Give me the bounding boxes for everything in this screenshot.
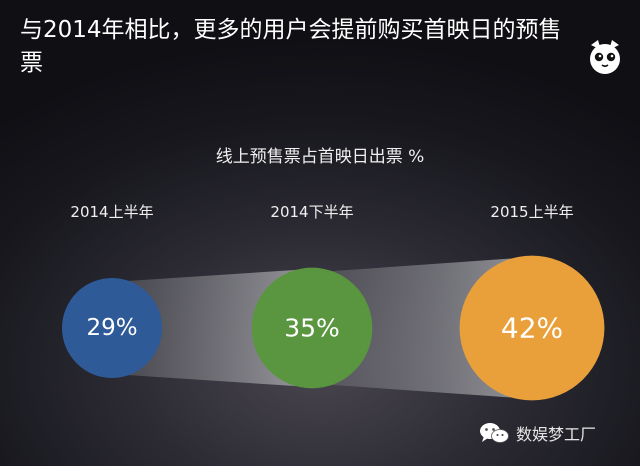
- category-label: 2015上半年: [490, 203, 573, 221]
- watermark-text: 数娱梦工厂: [516, 425, 597, 444]
- category-label: 2014上半年: [70, 203, 153, 221]
- cat-face-icon: [590, 40, 620, 74]
- data-label: 35%: [284, 314, 340, 343]
- headline: 与2014年相比，更多的用户会提前购买首映日的预售票: [20, 17, 562, 76]
- bubble-2015上半年: [459, 255, 605, 401]
- wechat-icon: [480, 423, 509, 443]
- bubble-2014上半年: [62, 278, 162, 378]
- chart-title: 线上预售票占首映日出票 %: [215, 147, 425, 167]
- data-label: 42%: [501, 312, 563, 345]
- category-label: 2014下半年: [270, 203, 353, 221]
- data-label: 29%: [86, 315, 137, 341]
- watermark: 数娱梦工厂: [478, 420, 596, 446]
- bubble-2014下半年: [251, 267, 373, 389]
